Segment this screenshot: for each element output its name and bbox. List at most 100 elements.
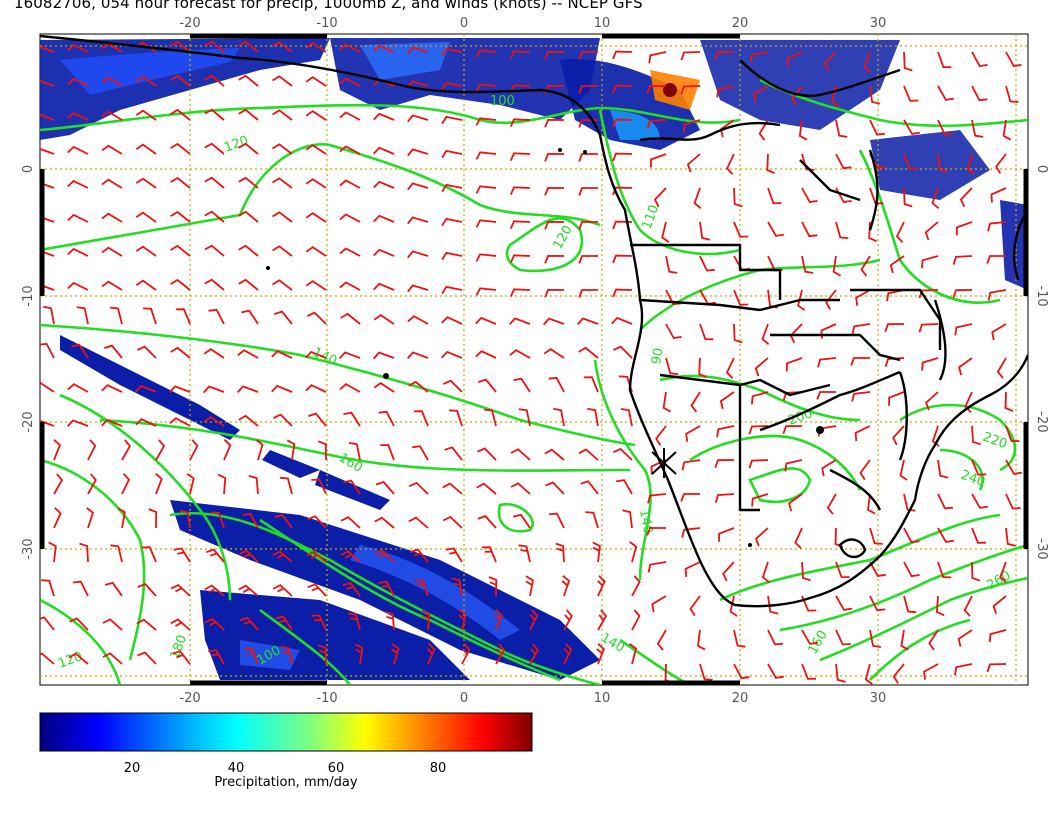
wind-barb [101, 384, 123, 393]
wind-barb [87, 473, 97, 495]
wind-barb [821, 459, 837, 477]
wind-barb [529, 609, 539, 631]
wind-barb [801, 255, 814, 274]
wind-barb [646, 527, 666, 536]
wind-barb [884, 323, 905, 333]
wind-barb [255, 439, 264, 461]
wind-barb [40, 616, 55, 631]
wind-barb [646, 85, 667, 95]
wind-barb [937, 561, 952, 579]
wind-barb [612, 50, 633, 60]
wind-barb [1005, 51, 1022, 67]
wind-barb [189, 439, 199, 461]
wind-barb [204, 176, 225, 189]
wind-barb [835, 595, 853, 611]
wind-barb [279, 476, 293, 495]
wind-barb [921, 255, 939, 269]
wind-barb [592, 541, 601, 563]
wind-barb [411, 445, 429, 461]
wind-barb [612, 152, 633, 162]
frame-ticks [39, 33, 1029, 686]
wind-barb [175, 308, 191, 325]
wind-barb [203, 416, 225, 427]
wind-barb [475, 350, 497, 359]
wind-barb [656, 629, 667, 651]
wind-barb [801, 187, 818, 203]
wind-barb [925, 391, 939, 411]
wind-barb [578, 289, 598, 298]
wind-barb [816, 391, 836, 400]
wind-barb [754, 357, 769, 377]
wind-barb [204, 584, 225, 597]
wind-barb [903, 51, 913, 72]
wind-barb [373, 382, 395, 393]
wind-barb [40, 419, 55, 427]
wind-barb [903, 187, 913, 208]
colorbar-ticks: 20 40 60 80 [124, 761, 447, 776]
wind-barb [767, 221, 784, 237]
wind-barb [726, 153, 735, 175]
wind-barb [509, 349, 531, 359]
wind-barb [971, 425, 981, 446]
wind-barb [611, 316, 633, 325]
wind-barb [458, 609, 467, 631]
wind-barb [1002, 119, 1012, 141]
wind-barb [408, 380, 429, 393]
wind-barb [410, 548, 429, 563]
wind-barb [509, 152, 531, 161]
wind-barb [921, 357, 939, 371]
wind-barb [101, 76, 123, 87]
wind-barb [801, 663, 817, 680]
wind-barb [971, 459, 987, 476]
wind-barb [272, 41, 293, 53]
wind-barb [714, 51, 735, 61]
wind-barb [794, 527, 803, 549]
wind-barb [563, 609, 573, 631]
wind-barb [1005, 85, 1019, 103]
wind-barb [733, 323, 743, 344]
wind-barb [995, 153, 1007, 174]
wind-barb [495, 643, 506, 665]
wind-barb [135, 279, 157, 291]
wind-barb [110, 544, 123, 563]
wind-barb [204, 617, 225, 631]
wind-barb [825, 289, 837, 310]
wind-barb [40, 283, 55, 291]
wind-barb [785, 357, 803, 372]
wind-barb [441, 47, 463, 57]
wind-barb [860, 255, 871, 277]
lat-tick: -30 [21, 538, 36, 559]
wind-barb [407, 80, 429, 89]
wind-barb [69, 617, 89, 631]
wind-barb [72, 580, 89, 597]
wind-barb [699, 255, 715, 272]
wind-barb [204, 142, 225, 155]
wind-barb [238, 108, 259, 121]
wind-barb [753, 85, 769, 103]
wind-barb [620, 408, 633, 427]
wind-barb [340, 550, 361, 563]
wind-barb [274, 514, 293, 529]
wind-barb [996, 357, 1007, 379]
wind-barb [67, 383, 89, 393]
wind-barb [1005, 493, 1021, 510]
wind-barb [661, 221, 670, 243]
wind-barb [248, 475, 259, 495]
wind-barb [1005, 459, 1023, 475]
wind-barb [631, 575, 641, 597]
wind-barb [137, 651, 157, 665]
wind-barb [117, 507, 126, 529]
wind-barb [272, 143, 293, 155]
wind-barb [867, 493, 876, 515]
wind-barb [104, 344, 123, 359]
wind-barb [957, 629, 973, 647]
wind-barb [109, 306, 123, 325]
wind-barb [237, 385, 259, 393]
wind-barb [855, 289, 871, 306]
wind-barb [918, 289, 939, 299]
wind-barb [339, 247, 361, 257]
lat-tick: 0 [1034, 165, 1049, 173]
wind-barb [208, 308, 225, 325]
wind-barb [931, 187, 940, 209]
